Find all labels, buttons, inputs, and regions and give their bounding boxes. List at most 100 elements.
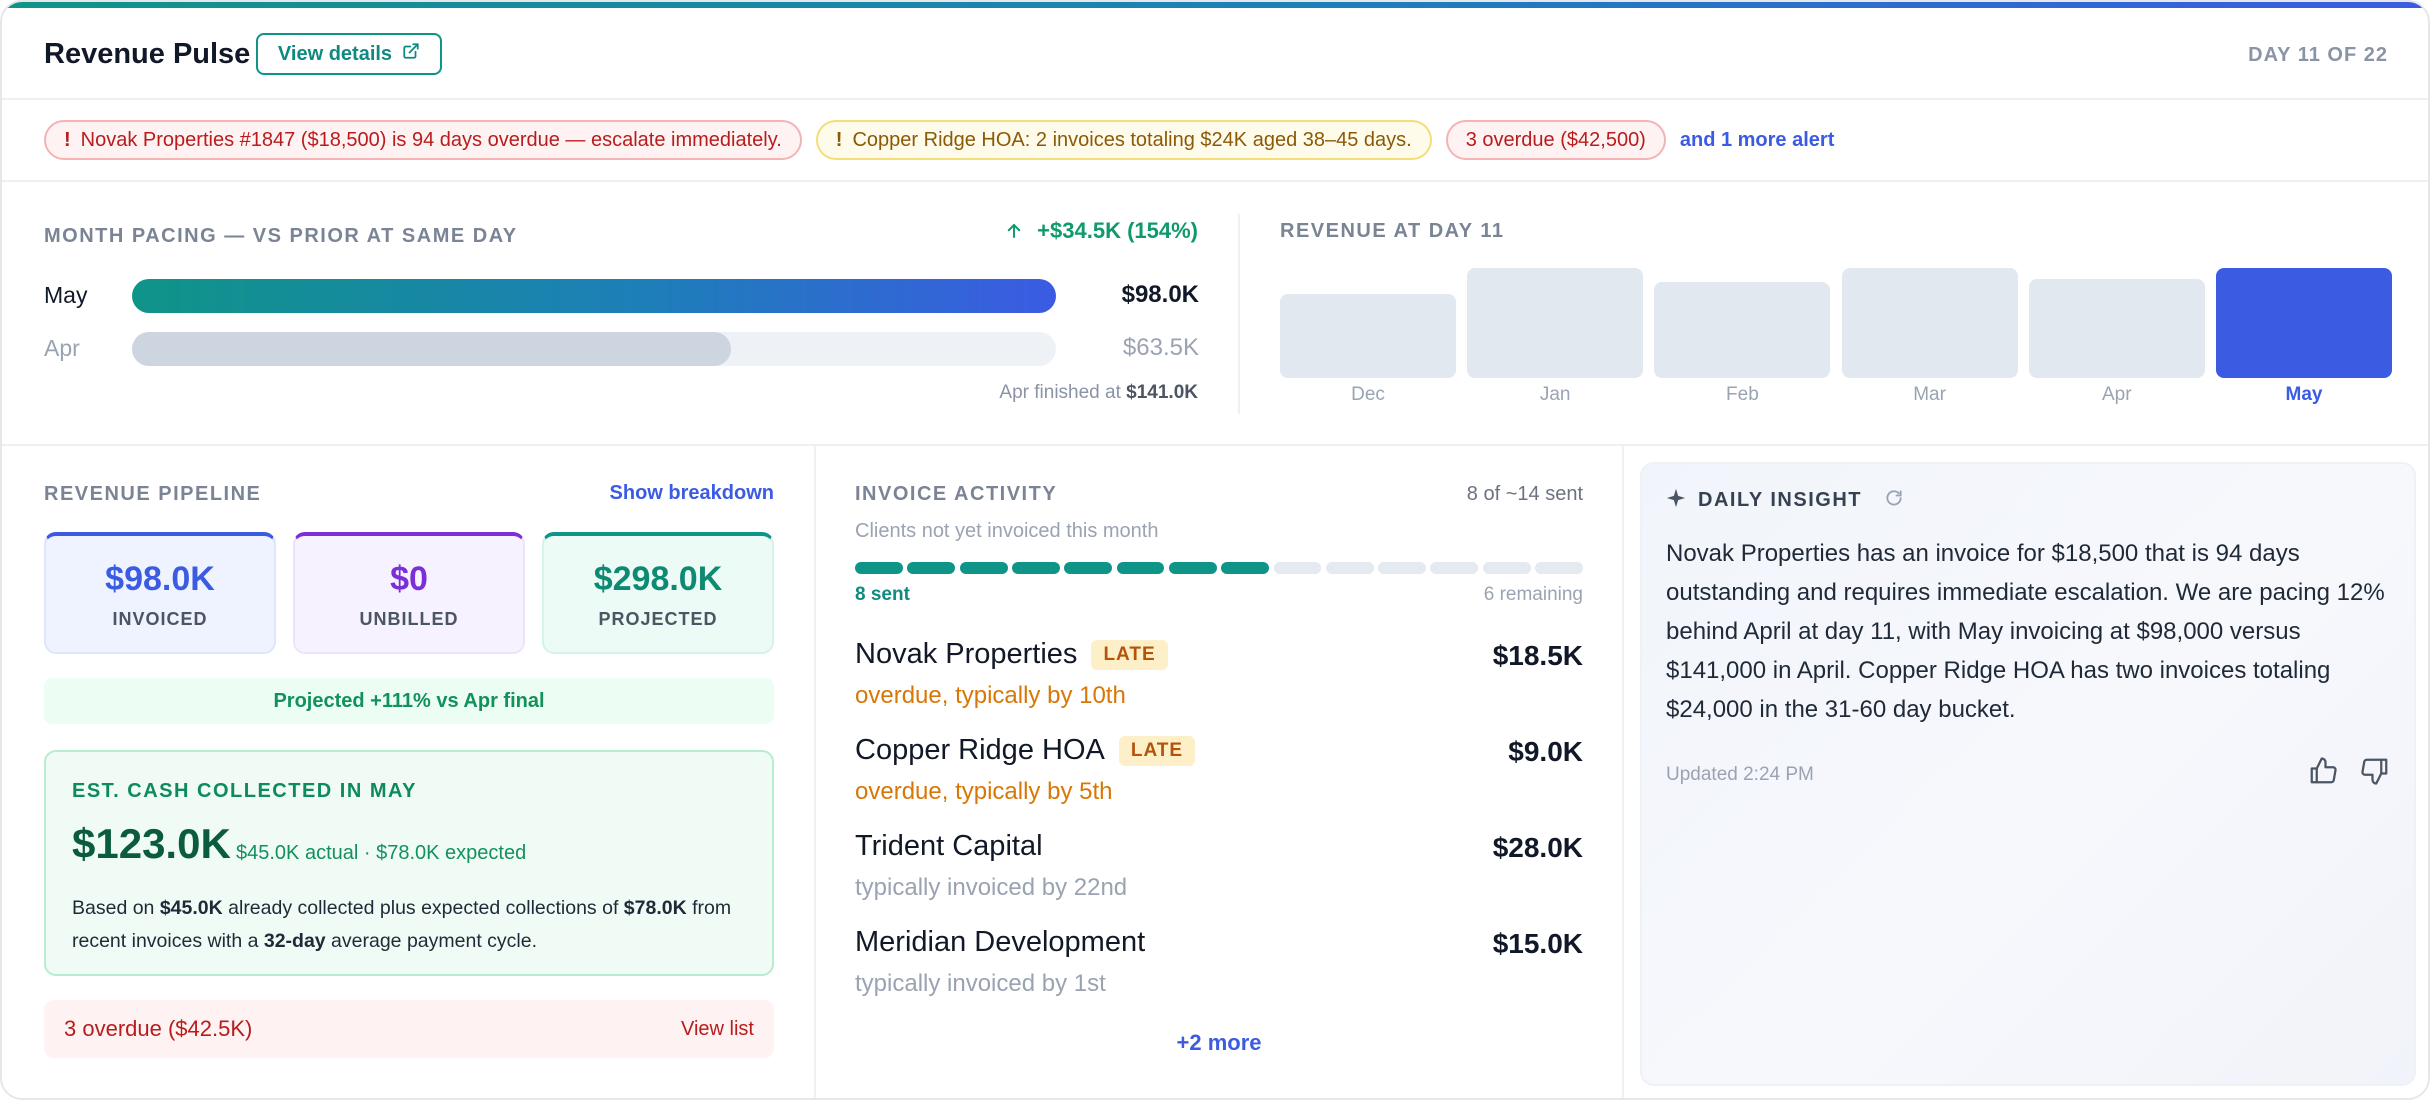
client-row[interactable]: Meridian Development $15.0K typically in… (855, 926, 1583, 1006)
view-list-link[interactable]: View list (681, 1017, 754, 1040)
pace-row-apr: Apr $63.5K (44, 329, 1199, 369)
thumbs-down-icon[interactable] (2360, 756, 2390, 791)
client-amount: $18.5K (1492, 640, 1583, 671)
header: Revenue Pulse View details DAY 11 OF 22 (2, 8, 2428, 100)
projected-note: Projected +111% vs Apr final (44, 678, 774, 724)
pace-month: May (44, 282, 88, 308)
client-name: Novak Properties (855, 638, 1078, 670)
pace-value: $98.0K (1121, 281, 1199, 308)
pace-row-may: May $98.0K (44, 276, 1199, 316)
divider (1238, 214, 1240, 414)
divider (1622, 446, 1624, 1098)
tile-value: $98.0K (105, 560, 215, 598)
arrow-up-icon (1005, 218, 1037, 243)
more-alerts-link[interactable]: and 1 more alert (1679, 128, 1835, 151)
progress-segment-sent (855, 562, 903, 574)
page-title: Revenue Pulse (44, 38, 251, 70)
insight-text: Novak Properties has an invoice for $18,… (1666, 540, 2385, 723)
invoice-count: 8 of ~14 sent (1466, 483, 1583, 505)
alert-icon: ! (64, 128, 71, 151)
revenue-bar-label: Mar (1913, 384, 1946, 405)
client-amount: $15.0K (1492, 928, 1583, 959)
progress-segment-remaining (1430, 562, 1479, 574)
cash-desc-part: Based on (72, 897, 160, 919)
cash-desc-part: already collected plus expected collecti… (222, 897, 624, 919)
alert-pill-novak[interactable]: ! Novak Properties #1847 ($18,500) is 94… (44, 120, 802, 160)
progress-segment-sent (1168, 562, 1217, 574)
tile-invoiced: $98.0K INVOICED (44, 532, 276, 654)
thumbs-up-icon[interactable] (2308, 756, 2338, 791)
alert-text: Novak Properties #1847 ($18,500) is 94 d… (80, 128, 782, 151)
overdue-bar: 3 overdue ($42.5K) View list (44, 1000, 774, 1058)
client-name: Copper Ridge HOA (855, 734, 1105, 766)
alert-pill-copper-ridge[interactable]: ! Copper Ridge HOA: 2 invoices totaling … (815, 120, 1432, 160)
pace-fill-may (132, 279, 1056, 313)
apr-finished-note: Apr finished at $141.0K (862, 382, 1198, 404)
more-clients-link[interactable]: +2 more (1176, 1030, 1262, 1055)
sent-label: 8 sent (855, 584, 910, 605)
invoice-activity-label: INVOICE ACTIVITY (855, 483, 1058, 505)
cash-amount: $123.0K (72, 820, 231, 867)
tile-label: UNBILLED (359, 609, 459, 629)
cash-desc-part: average payment cycle. (325, 930, 537, 952)
tile-unbilled: $0 UNBILLED (293, 532, 525, 654)
client-row[interactable]: Trident Capital $28.0K typically invoice… (855, 830, 1583, 910)
revenue-bar-mar[interactable] (1841, 268, 2018, 378)
client-note: typically invoiced by 22nd (855, 874, 1128, 901)
show-breakdown-link[interactable]: Show breakdown (609, 482, 774, 504)
progress-segment-sent (1011, 562, 1060, 574)
progress-segment-sent (1064, 562, 1113, 574)
client-row[interactable]: Novak Properties LATE $18.5K overdue, typ… (855, 638, 1583, 718)
progress-segment-sent (907, 562, 956, 574)
revenue-bar-label: May (2285, 384, 2323, 405)
tile-projected: $298.0K PROJECTED (542, 532, 774, 654)
client-note: typically invoiced by 1st (855, 970, 1106, 997)
cash-desc-part: from recent invoices with a (72, 897, 732, 952)
revenue-bar-may[interactable] (2216, 268, 2392, 378)
pace-fill-apr (132, 332, 731, 366)
revenue-bar-feb[interactable] (1654, 282, 1831, 378)
client-row[interactable]: Copper Ridge HOA LATE $9.0K overdue, typi… (855, 734, 1583, 814)
cash-desc-bold: $78.0K (623, 897, 687, 919)
revenue-at-day-label: REVENUE AT DAY 11 (1280, 220, 1505, 242)
invoice-progress (855, 562, 1583, 574)
tile-label: PROJECTED (598, 609, 718, 629)
revenue-bar-label: Dec (1351, 384, 1385, 405)
alert-pill-overdue[interactable]: 3 overdue ($42,500) (1445, 120, 1666, 160)
client-name: Trident Capital (855, 830, 1043, 862)
refresh-icon[interactable] (1884, 488, 1904, 513)
revenue-bar-label: Feb (1726, 384, 1759, 405)
overdue-text: 3 overdue ($42.5K) (64, 1016, 253, 1041)
alerts-row: ! Novak Properties #1847 ($18,500) is 94… (2, 100, 2428, 182)
pacing-delta: +$34.5K (154%) (1002, 218, 1198, 244)
cash-desc-bold: $45.0K (159, 897, 223, 919)
pace-track (132, 332, 1056, 366)
pipeline-label: REVENUE PIPELINE (44, 483, 262, 505)
finished-prefix: Apr finished at (999, 382, 1121, 403)
progress-segment-remaining (1273, 562, 1322, 574)
view-details-label: View details (277, 42, 393, 65)
pipeline-tiles: $98.0K INVOICED $0 UNBILLED $298.0K PROJ… (44, 532, 774, 654)
invoice-activity-panel: INVOICE ACTIVITY 8 of ~14 sent Clients n… (855, 446, 1583, 1098)
revenue-pipeline-panel: REVENUE PIPELINE Show breakdown $98.0K I… (44, 446, 774, 1098)
pacing-label: MONTH PACING — VS PRIOR AT SAME DAY (44, 225, 518, 247)
bottom-panels: REVENUE PIPELINE Show breakdown $98.0K I… (2, 446, 2428, 1098)
alert-text: Copper Ridge HOA: 2 invoices totaling $2… (852, 128, 1412, 151)
pacing-section: MONTH PACING — VS PRIOR AT SAME DAY +$34… (2, 182, 2428, 446)
daily-insight-panel: DAILY INSIGHT Novak Properties has an in… (1640, 462, 2416, 1086)
revenue-bar-apr[interactable] (2028, 279, 2205, 378)
finished-value: $141.0K (1126, 382, 1198, 403)
view-details-button[interactable]: View details (256, 33, 442, 75)
alert-icon: ! (835, 128, 843, 151)
cash-label: EST. CASH COLLECTED IN MAY (72, 780, 417, 802)
progress-segment-remaining (1325, 562, 1374, 574)
feedback-buttons (2308, 756, 2390, 791)
accent-bar (2, 2, 2428, 8)
divider (814, 446, 816, 1098)
revenue-bar-dec[interactable] (1280, 294, 1456, 378)
revenue-bar-label: Apr (2102, 384, 2132, 405)
client-amount: $28.0K (1492, 832, 1583, 863)
revenue-bar-jan[interactable] (1467, 268, 1644, 378)
pace-track (132, 279, 1056, 313)
